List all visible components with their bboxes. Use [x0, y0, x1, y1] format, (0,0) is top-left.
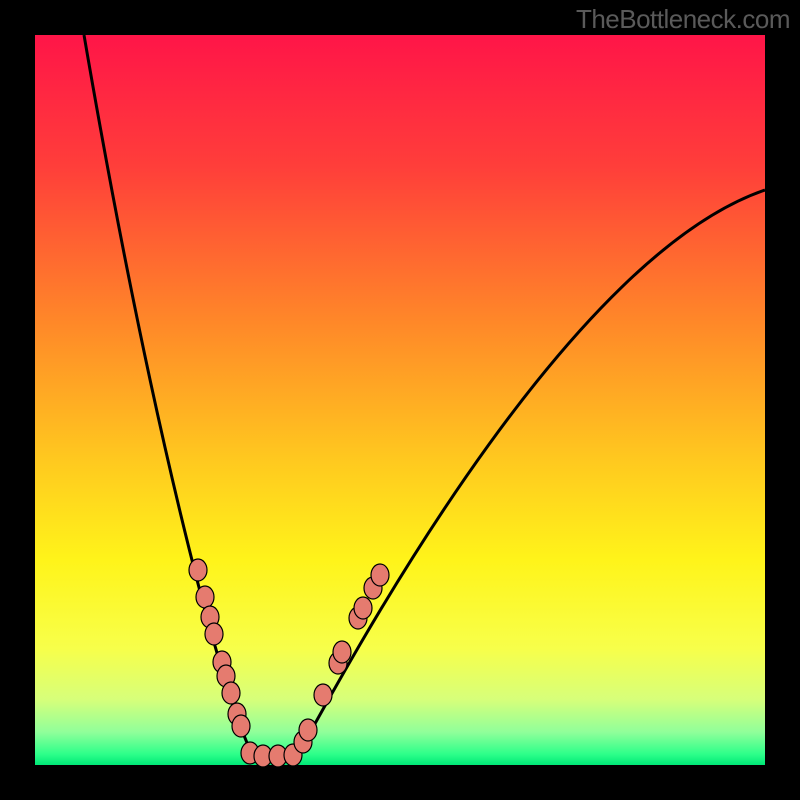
data-marker — [205, 623, 223, 645]
data-marker — [232, 715, 250, 737]
data-marker — [314, 684, 332, 706]
data-marker — [196, 586, 214, 608]
data-marker — [222, 682, 240, 704]
data-marker — [299, 719, 317, 741]
data-marker — [371, 564, 389, 586]
data-marker — [189, 559, 207, 581]
plot-gradient-background — [35, 35, 765, 765]
data-marker — [333, 641, 351, 663]
data-marker — [354, 597, 372, 619]
watermark-text: TheBottleneck.com — [576, 4, 790, 35]
bottleneck-chart — [0, 0, 800, 800]
